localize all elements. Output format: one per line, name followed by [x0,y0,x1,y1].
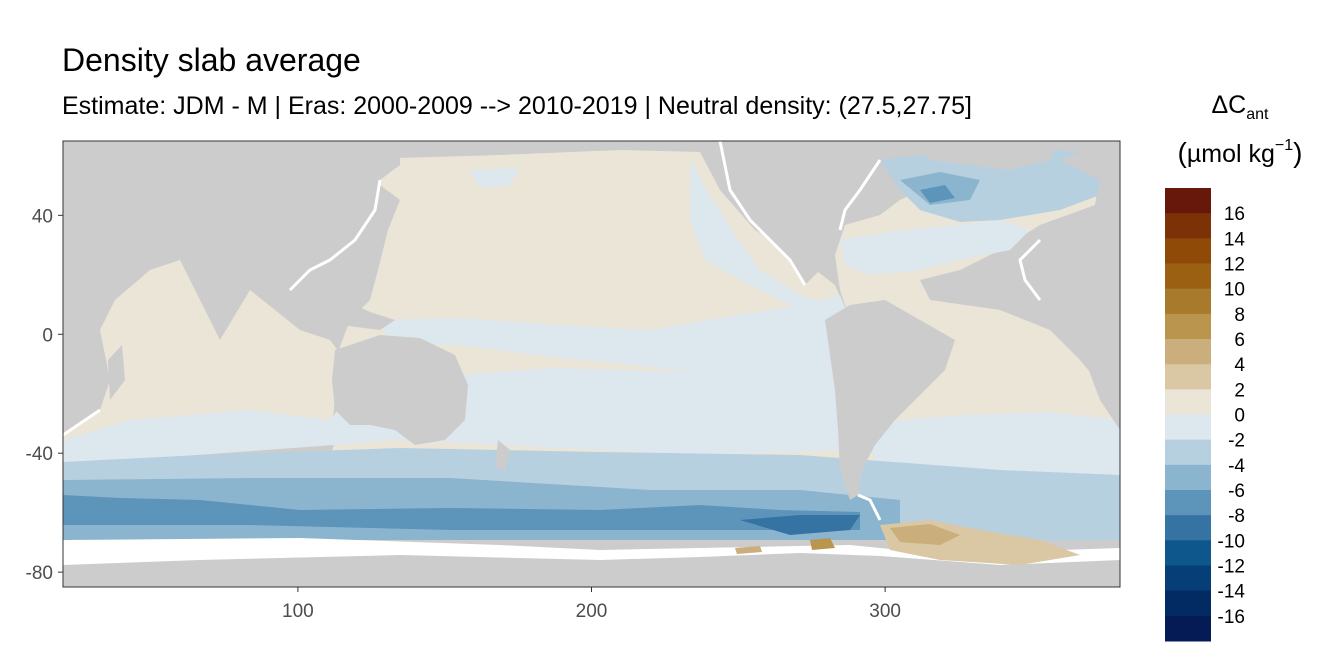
legend-swatches [1165,188,1211,642]
continents [63,141,1120,587]
legend-label: -12 [1218,557,1245,578]
north-pacific-light [470,168,520,188]
legend-swatch [1165,339,1211,365]
eurasia-land [90,141,400,300]
north-america-land [720,141,880,285]
greenland-land [905,141,1060,170]
southern-ocean-core [63,495,860,530]
indian-ocean [63,260,345,440]
africa-land [63,141,130,285]
chart-title: Density slab average [62,42,361,78]
legend-swatch [1165,565,1211,592]
legend-swatch [1165,263,1211,290]
legend-label: -4 [1228,456,1245,477]
legend-swatch [1165,313,1211,340]
legend-label: 14 [1224,229,1246,250]
equatorial-band [380,295,850,372]
legend-swatch [1165,540,1211,566]
legend-label: 8 [1234,305,1245,326]
antarctica-land [63,553,1120,587]
legend-label: 0 [1234,406,1245,427]
indonesia-land [290,300,395,330]
pacific-sector-deep [740,515,860,535]
legend-label: -6 [1228,481,1245,502]
europe-africa-land [1020,141,1120,430]
legend-swatch [1165,238,1211,264]
legend-label: 6 [1234,330,1245,351]
legend-label: -14 [1218,582,1246,603]
legend-swatch [1165,464,1211,491]
x-tick-label: 100 [282,601,314,622]
legend-label: -16 [1218,607,1245,628]
map-panel [63,141,1120,587]
x-tick-label: 300 [869,601,901,622]
bellingshausen-patch [810,538,835,550]
weddell-core [890,524,960,545]
coastal-nodata [63,141,1042,521]
legend-label: -2 [1228,431,1245,452]
legend-label: -8 [1228,506,1245,527]
legend-swatch [1165,364,1211,390]
y-tick-label: 40 [32,206,53,227]
legend-swatch [1165,590,1211,617]
legend-swatch [1165,389,1211,415]
y-tick-label: -40 [26,444,53,465]
legend-swatch [1165,439,1211,466]
legend-label: 10 [1224,280,1245,301]
legend-label: -10 [1218,531,1245,552]
y-tick-label: 0 [42,325,53,346]
legend-swatch [1165,490,1211,516]
legend-label: 16 [1224,204,1245,225]
madagascar-land [108,345,125,400]
legend: ΔCant (µmol kg−1) 16 14 12 10 8 6 4 2 0 -2 -4 -6 -8 -… [1165,91,1302,642]
y-tick-label: -80 [26,563,53,584]
legend-title: ΔCant [1211,91,1269,123]
legend-label: 4 [1234,355,1245,376]
africa-south-land [63,285,95,430]
legend-swatch [1165,213,1211,239]
legend-swatch [1165,615,1211,642]
labrador-core [920,185,955,203]
south-america-land [825,300,955,500]
legend-swatch [1165,188,1211,214]
new-zealand-land [495,440,510,470]
amundsen-patch [735,546,762,554]
ocean-layer [63,150,1120,570]
x-tick-label: 200 [576,601,608,622]
legend-unit: (µmol kg−1) [1178,137,1303,168]
legend-labels: 16 14 12 10 8 6 4 2 0 -2 -4 -6 -8 -10 -12 -14 -16 [1218,204,1246,628]
north-atlantic-light [840,220,1030,275]
australia-land [332,335,468,445]
east-pacific-band [690,160,850,330]
legend-label: 2 [1234,380,1245,401]
legend-swatch [1165,414,1211,441]
chart-subtitle: Estimate: JDM - M | Eras: 2000-2009 --> … [62,92,972,120]
legend-label: 12 [1224,255,1245,276]
legend-swatch [1165,515,1211,541]
legend-swatch [1165,288,1211,315]
